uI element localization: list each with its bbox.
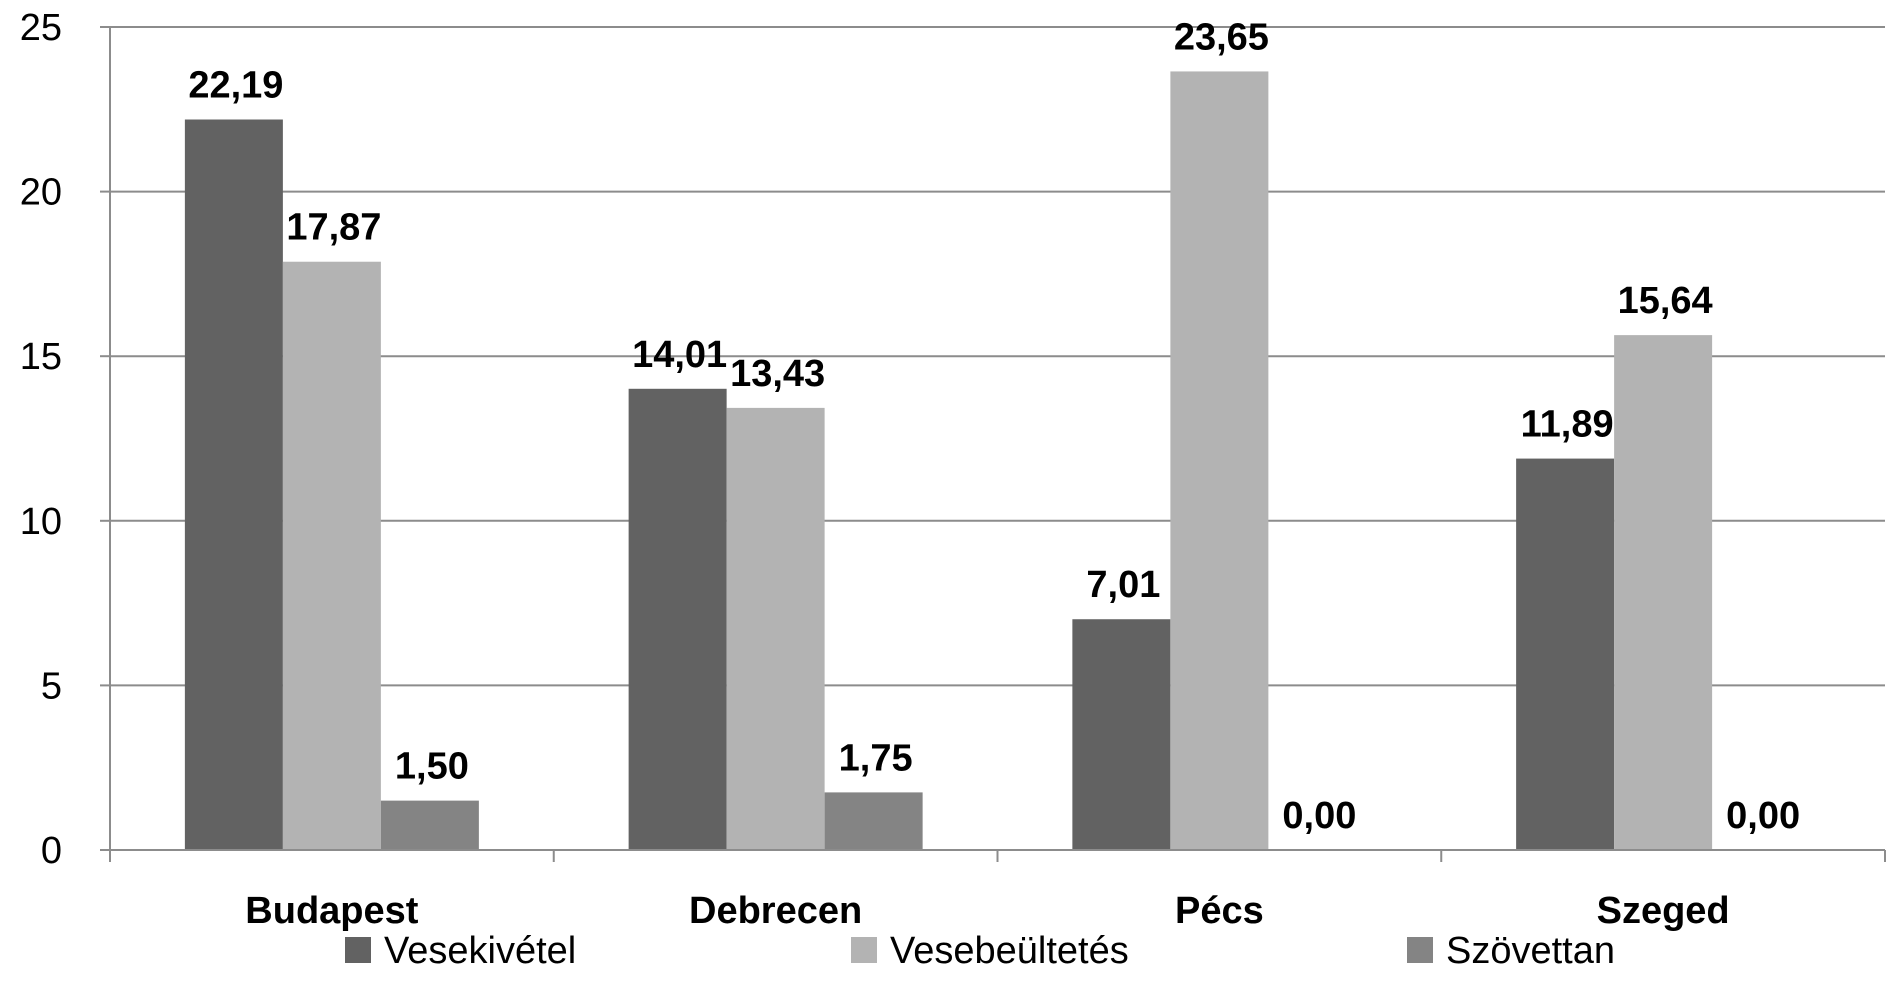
data-label: 11,89 [1521,404,1614,446]
bar [282,261,381,850]
data-label: 13,43 [730,353,825,395]
y-tick-label: 5 [41,665,62,707]
data-label: 0,00 [1282,795,1356,837]
bar [726,407,825,850]
x-tick-label: Pécs [1175,890,1264,932]
x-tick-label: Debrecen [689,890,862,932]
legend-swatch [1407,937,1433,963]
bar [1072,619,1171,850]
data-label: 0,00 [1726,795,1800,837]
y-tick-label: 0 [41,830,62,872]
data-label: 14,01 [632,334,727,376]
data-label: 1,50 [395,746,469,788]
bar [1170,71,1269,850]
data-label: 7,01 [1086,564,1160,606]
data-label: 1,75 [839,737,913,779]
bars [184,71,1713,851]
y-tick-label: 15 [20,336,62,378]
data-labels: 22,19 17,87 1,50 14,01 13,43 1,75 7,01 23,65 0,0… [188,16,1800,837]
data-label: 15,64 [1618,280,1713,322]
data-label: 23,65 [1174,16,1269,58]
data-label: 17,87 [286,207,381,249]
data-label: 22,19 [188,65,283,107]
y-tick-label: 10 [20,501,62,543]
bar [1516,458,1615,850]
bar [824,792,923,850]
y-tick-label: 25 [20,7,62,49]
bar [1614,335,1713,850]
legend: Vesekivétel Vesebeültetés Szövettan [345,930,1615,972]
legend-label: Vesebeültetés [890,930,1129,972]
y-tick-label: 20 [20,172,62,214]
legend-swatch [345,937,371,963]
bar [184,119,283,851]
legend-label: Vesekivétel [384,930,576,972]
legend-swatch [851,937,877,963]
axes: 0 5 10 15 20 25 Budapest Debrecen Pécs Szeged [20,7,1886,932]
legend-label: Szövettan [1446,930,1615,972]
bar [628,388,727,850]
x-tick-label: Budapest [245,890,418,932]
x-tick-label: Szeged [1597,890,1730,932]
bar [380,800,479,850]
